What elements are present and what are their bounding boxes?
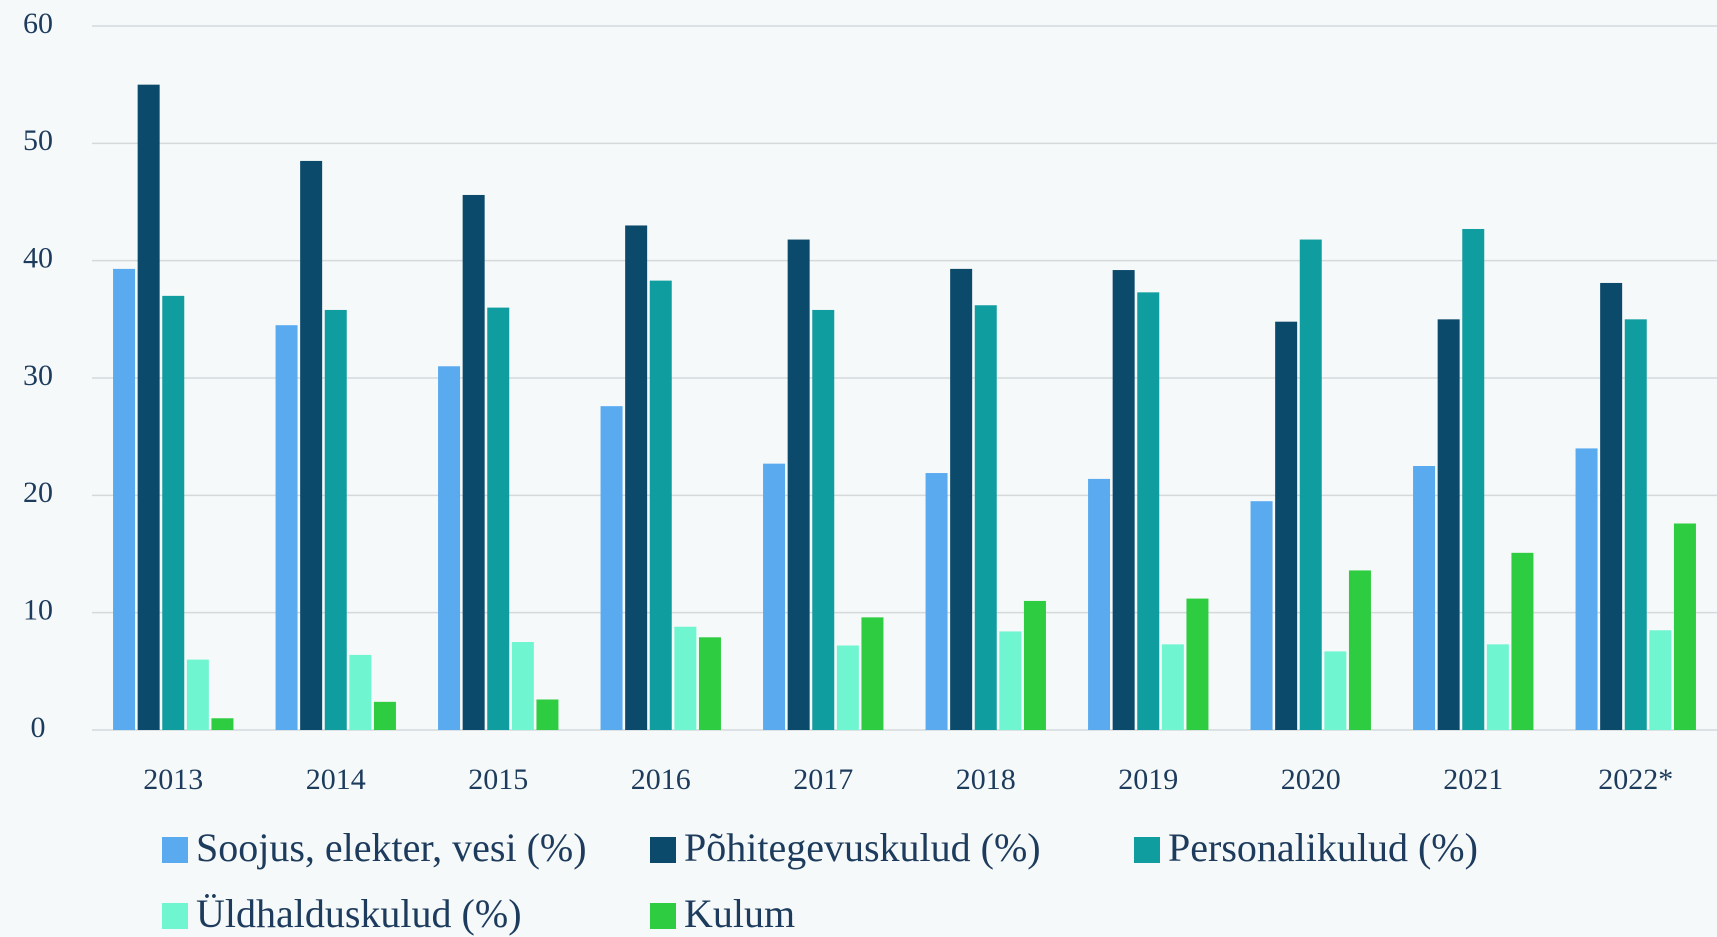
x-tick-label: 2022* bbox=[1598, 763, 1673, 796]
y-tick-label: 60 bbox=[23, 7, 53, 40]
bar bbox=[1161, 644, 1184, 730]
bar bbox=[1413, 466, 1436, 730]
x-tick-label: 2017 bbox=[793, 763, 853, 796]
bar bbox=[1511, 552, 1534, 730]
bar bbox=[462, 194, 485, 730]
legend-label: Personalikulud (%) bbox=[1168, 825, 1478, 870]
x-tick-label: 2016 bbox=[631, 763, 691, 796]
bar bbox=[1624, 319, 1647, 730]
x-tick-label: 2015 bbox=[468, 763, 528, 796]
bar bbox=[1275, 321, 1298, 730]
bar bbox=[625, 225, 648, 730]
bar bbox=[438, 366, 461, 730]
bar bbox=[1186, 598, 1209, 730]
bar bbox=[1437, 319, 1460, 730]
y-tick-label: 30 bbox=[23, 359, 53, 392]
bar bbox=[487, 307, 510, 730]
bar bbox=[137, 84, 160, 730]
bar bbox=[1324, 651, 1347, 730]
bar bbox=[1250, 501, 1273, 730]
bar bbox=[787, 239, 810, 730]
bar bbox=[186, 659, 209, 730]
bar bbox=[1575, 448, 1598, 730]
legend-swatch bbox=[1134, 837, 1160, 863]
legend-label: Soojus, elekter, vesi (%) bbox=[196, 825, 587, 870]
legend-label: Üldhalduskulud (%) bbox=[196, 891, 522, 936]
bar bbox=[162, 295, 185, 730]
legend-swatch bbox=[162, 903, 188, 929]
legend-label: Kulum bbox=[684, 891, 795, 936]
bar bbox=[1023, 600, 1046, 730]
x-tick-label: 2019 bbox=[1118, 763, 1178, 796]
bar bbox=[349, 654, 372, 730]
bar bbox=[511, 642, 534, 730]
bar bbox=[1486, 644, 1509, 730]
bar bbox=[999, 631, 1022, 730]
y-tick-label: 50 bbox=[23, 124, 53, 157]
bar bbox=[1462, 228, 1485, 730]
x-tick-label: 2014 bbox=[306, 763, 366, 796]
bar bbox=[1600, 282, 1623, 730]
bar bbox=[1348, 570, 1371, 730]
bar bbox=[649, 280, 672, 730]
legend-swatch bbox=[650, 903, 676, 929]
y-tick-label: 40 bbox=[23, 242, 53, 275]
legend-swatch bbox=[650, 837, 676, 863]
bar bbox=[536, 699, 559, 730]
legend-label: Põhitegevuskulud (%) bbox=[684, 825, 1041, 870]
bar bbox=[925, 473, 948, 730]
x-tick-label: 2013 bbox=[143, 763, 203, 796]
bar bbox=[600, 406, 623, 730]
bar bbox=[373, 701, 396, 730]
x-tick-label: 2018 bbox=[956, 763, 1016, 796]
bar bbox=[812, 309, 835, 730]
x-tick-label: 2020 bbox=[1281, 763, 1341, 796]
x-tick-label: 2021 bbox=[1443, 763, 1503, 796]
bar bbox=[324, 309, 347, 730]
bar bbox=[861, 617, 884, 730]
bar bbox=[974, 305, 997, 730]
bar bbox=[300, 160, 323, 730]
bar bbox=[1299, 239, 1322, 730]
bar bbox=[1112, 270, 1135, 730]
bar bbox=[275, 325, 298, 730]
bar bbox=[1137, 292, 1160, 730]
bar bbox=[1673, 523, 1696, 730]
bar bbox=[836, 645, 859, 730]
y-tick-label: 20 bbox=[23, 476, 53, 509]
bar bbox=[674, 626, 697, 730]
bar bbox=[113, 268, 136, 730]
legend-swatch bbox=[162, 837, 188, 863]
y-tick-label: 0 bbox=[31, 711, 46, 744]
bar bbox=[1088, 478, 1111, 730]
bar bbox=[950, 268, 973, 730]
bar bbox=[763, 463, 786, 730]
bar bbox=[1649, 630, 1672, 730]
bar bbox=[211, 718, 234, 730]
y-tick-label: 10 bbox=[23, 594, 53, 627]
bar bbox=[698, 637, 721, 730]
